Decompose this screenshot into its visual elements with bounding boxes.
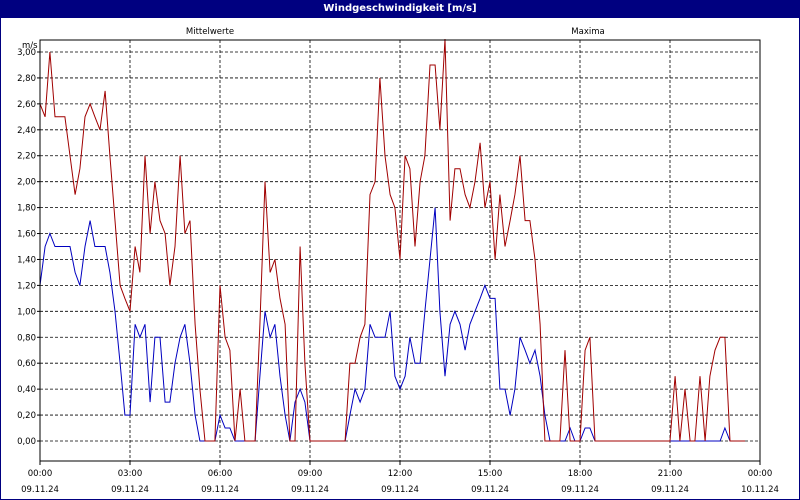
y-tick-label: 1,80 <box>17 204 36 214</box>
y-tick-label: 1,60 <box>17 230 36 240</box>
series-line-mittelwerte <box>39 207 745 442</box>
x-tick-time-label: 00:00 <box>748 469 773 479</box>
y-tick-label: 2,00 <box>17 178 36 188</box>
y-axis-ticks: 0,00 0,20 0,40 0,60 0,80 1,00 1,20 1,40 1,60 1,80… <box>17 48 40 447</box>
legend-mittelwerte: Mittelwerte <box>186 27 234 37</box>
y-tick-label: 3,00 <box>17 48 36 58</box>
x-tick-time-label: 09:00 <box>298 469 323 479</box>
legend-maxima: Maxima <box>571 27 604 37</box>
x-tick-date-label: 09.11.24 <box>111 485 149 495</box>
y-tick-label: 2,80 <box>17 74 36 84</box>
y-tick-label: 0,20 <box>17 411 36 421</box>
y-tick-label: 0,60 <box>17 359 36 369</box>
x-axis-ticks: 00:00 09.11.24 03:00 09.11.24 06:00 09.11.24 0… <box>21 461 779 495</box>
x-tick-time-label: 21:00 <box>658 469 683 479</box>
y-tick-label: 2,20 <box>17 152 36 162</box>
series-lines <box>39 38 745 442</box>
x-tick-time-label: 06:00 <box>208 469 233 479</box>
series-line-maxima <box>39 38 745 442</box>
plot-area-border <box>39 39 761 462</box>
x-tick-time-label: 00:00 <box>28 469 53 479</box>
x-tick-date-label: 09.11.24 <box>651 485 689 495</box>
x-tick-date-label: 09.11.24 <box>21 485 59 495</box>
x-tick-date-label: 10.11.24 <box>741 485 779 495</box>
y-tick-label: 1,00 <box>17 307 36 317</box>
y-tick-label: 0,40 <box>17 385 36 395</box>
x-tick-date-label: 09.11.24 <box>291 485 329 495</box>
x-tick-time-label: 15:00 <box>478 469 503 479</box>
x-tick-date-label: 09.11.24 <box>201 485 239 495</box>
window-title: Windgeschwindigkeit [m/s] <box>0 0 800 18</box>
x-tick-date-label: 09.11.24 <box>561 485 599 495</box>
x-tick-date-label: 09.11.24 <box>471 485 509 495</box>
x-tick-time-label: 18:00 <box>568 469 593 479</box>
y-tick-label: 0,00 <box>17 437 36 447</box>
x-tick-time-label: 12:00 <box>388 469 413 479</box>
y-tick-label: 2,40 <box>17 126 36 136</box>
y-axis-label: m/s <box>22 41 38 51</box>
x-tick-date-label: 09.11.24 <box>381 485 419 495</box>
x-tick-time-label: 03:00 <box>118 469 143 479</box>
y-tick-label: 1,20 <box>17 281 36 291</box>
y-tick-label: 1,40 <box>17 255 36 265</box>
y-tick-label: 0,80 <box>17 333 36 343</box>
y-tick-label: 2,60 <box>17 100 36 110</box>
